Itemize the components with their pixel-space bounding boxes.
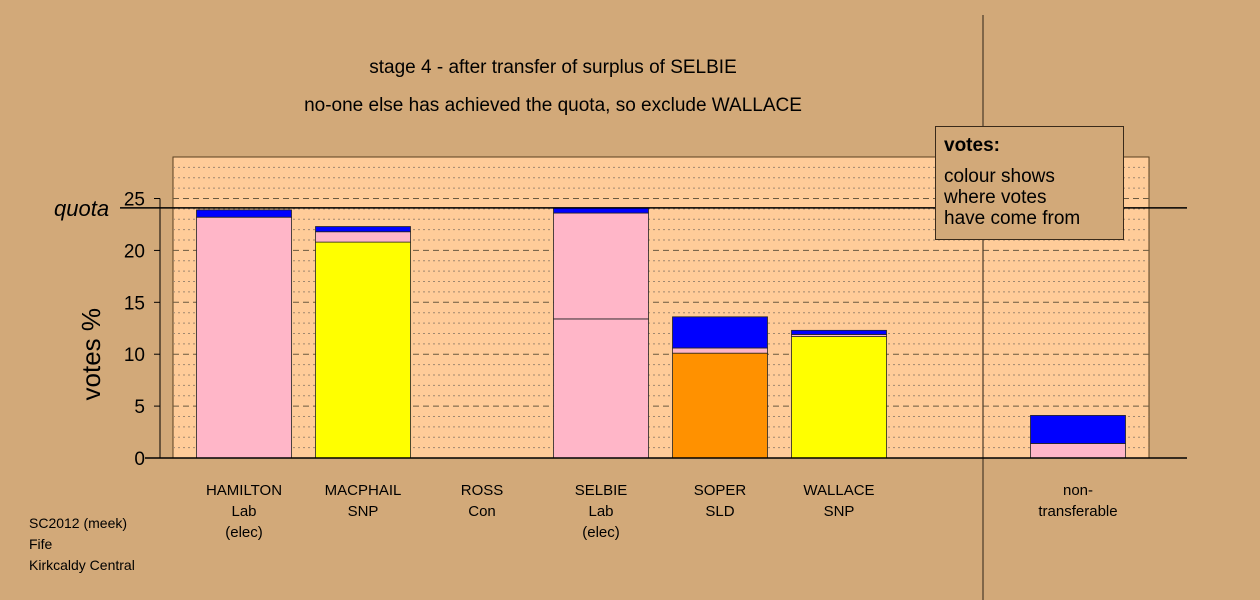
y-tick-label: 15 — [124, 293, 145, 314]
bar-segment — [315, 226, 411, 233]
category-label: ROSS — [461, 482, 504, 499]
y-tick-label: 25 — [124, 190, 145, 211]
legend-title: votes: — [944, 135, 1000, 156]
category-label: non- — [1063, 482, 1093, 499]
y-tick-label: 10 — [124, 345, 145, 366]
quota-label: quota — [54, 196, 109, 221]
bar-segment — [791, 329, 887, 335]
footer-caption: SC2012 (meek) Fife Kirkcaldy Central — [29, 513, 135, 576]
bar-segment — [672, 347, 768, 354]
category-label: MACPHAIL — [325, 482, 402, 499]
y-tick-label: 0 — [134, 449, 145, 470]
bar-segment — [553, 212, 649, 320]
bar-segment — [315, 231, 411, 243]
category-label: SOPER — [694, 482, 747, 499]
footer-line-3: Kirkcaldy Central — [29, 557, 135, 573]
bar-segment — [1030, 443, 1126, 459]
bar-segment — [672, 352, 768, 459]
category-label: (elec) — [225, 524, 263, 541]
bar-segment — [553, 207, 649, 214]
category-label: HAMILTON — [206, 482, 282, 499]
category-label: transferable — [1038, 503, 1117, 520]
bar-segment — [315, 241, 411, 459]
bar-segment — [1030, 415, 1126, 444]
y-axis-label: votes % — [76, 308, 106, 401]
chart-title-line1: stage 4 - after transfer of surplus of S… — [369, 57, 737, 78]
legend-box: votes: colour shows where votes have com… — [935, 126, 1124, 240]
bar-segment — [196, 209, 292, 218]
category-label: Lab — [231, 503, 256, 520]
bar-segment — [791, 336, 887, 459]
y-tick-label: 5 — [134, 397, 145, 418]
category-label: Lab — [588, 503, 613, 520]
category-label: SNP — [824, 503, 855, 520]
category-label: Con — [468, 503, 496, 520]
category-label: SLD — [705, 503, 734, 520]
footer-line-1: SC2012 (meek) — [29, 515, 128, 531]
legend-line-3: have come from — [944, 208, 1081, 229]
bar-segment — [553, 318, 649, 459]
legend-line-1: colour shows — [944, 166, 1055, 187]
legend-line-2: where votes — [944, 187, 1047, 208]
y-tick-label: 20 — [124, 241, 145, 262]
category-label: (elec) — [582, 524, 620, 541]
bar-segment — [196, 216, 292, 459]
category-label: SNP — [348, 503, 379, 520]
bar-segment — [672, 316, 768, 349]
category-label: SELBIE — [575, 482, 628, 499]
footer-line-2: Fife — [29, 536, 53, 552]
category-label: WALLACE — [803, 482, 874, 499]
chart-title-line2: no-one else has achieved the quota, so e… — [304, 95, 802, 116]
